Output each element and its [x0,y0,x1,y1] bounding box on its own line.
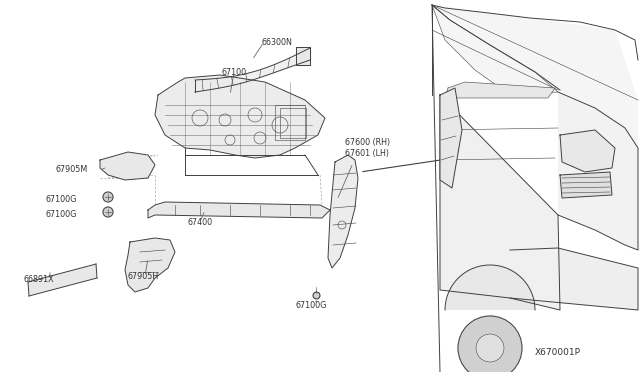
Text: 67100G: 67100G [46,210,77,219]
Text: 67100: 67100 [222,68,247,77]
Bar [275,105,305,140]
Polygon shape [432,5,558,95]
Text: 66891X: 66891X [24,275,54,284]
Polygon shape [558,92,638,250]
Polygon shape [560,172,612,198]
Bar [296,47,310,65]
Polygon shape [440,95,560,310]
Text: 67905M: 67905M [55,165,87,174]
Polygon shape [195,48,310,92]
Polygon shape [510,248,638,310]
Circle shape [476,334,504,362]
Text: 67100G: 67100G [46,195,77,204]
Polygon shape [148,202,330,218]
Polygon shape [28,264,97,296]
Text: 66300N: 66300N [262,38,293,47]
Text: 67600 (RH): 67600 (RH) [345,138,390,147]
Circle shape [103,192,113,202]
Polygon shape [560,130,615,172]
Polygon shape [328,155,358,268]
Text: 67100G: 67100G [296,301,328,310]
Polygon shape [432,5,638,148]
Circle shape [458,316,522,372]
Text: 67400: 67400 [187,218,212,227]
Text: 67601 (LH): 67601 (LH) [345,149,389,158]
Bar [280,108,306,138]
Polygon shape [125,238,175,292]
Circle shape [103,207,113,217]
Polygon shape [100,152,155,180]
Text: 67905H: 67905H [127,272,158,281]
Polygon shape [440,265,540,310]
Bar [296,47,310,65]
Polygon shape [155,75,325,158]
Polygon shape [440,88,462,188]
Polygon shape [445,82,555,98]
Text: X670001P: X670001P [535,348,581,357]
